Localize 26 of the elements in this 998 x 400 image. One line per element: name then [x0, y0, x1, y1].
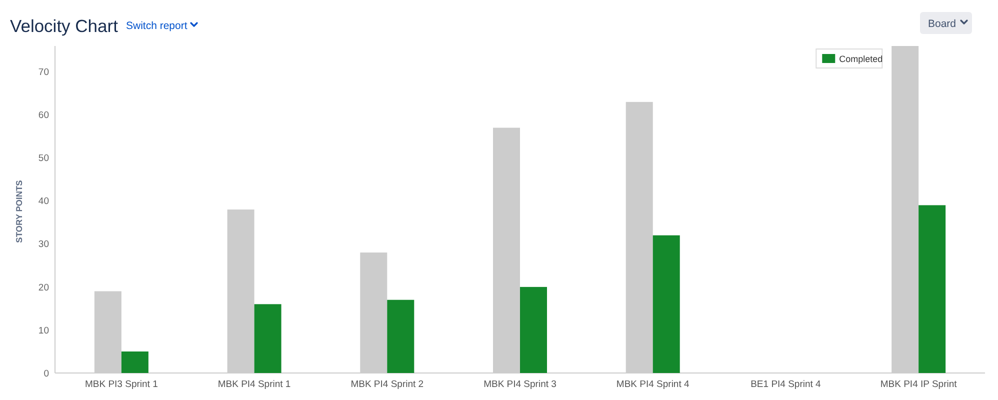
x-tick-label: MBK PI4 Sprint 4 [616, 379, 690, 390]
bar [520, 286, 547, 373]
y-tick-label: 50 [38, 153, 49, 164]
y-tick-label: 20 [38, 282, 49, 294]
y-tick-label: 10 [38, 325, 49, 336]
y-tick-label: 70 [38, 67, 49, 78]
y-tick-label: 40 [38, 196, 49, 208]
text: Switch report [126, 20, 188, 32]
y-tick-label: 0 [44, 368, 49, 380]
text: Board [928, 18, 956, 30]
x-tick-label: MBK PI4 Sprint 3 [484, 379, 556, 390]
bar [387, 300, 414, 373]
x-tick-label: BE1 PI4 Sprint 4 [750, 379, 821, 390]
x-tick-label: MBK PI4 IP Sprint [880, 379, 958, 390]
bar [652, 235, 680, 373]
bar [254, 304, 282, 373]
x-tick-label: MBK PI3 Sprint 1 [84, 379, 158, 390]
x-tick-label: MBK PI4 Sprint 2 [350, 379, 424, 390]
bar [121, 351, 148, 373]
chart-title: Velocity Chart [10, 16, 118, 36]
y-axis-title: STORY POINTS [14, 180, 24, 243]
y-tick-label: 30 [38, 239, 49, 250]
legend-label: Completed [839, 54, 883, 64]
x-tick-label: MBK PI4 Sprint 1 [218, 379, 291, 390]
bar [918, 205, 946, 373]
y-tick-label: 60 [38, 110, 49, 122]
